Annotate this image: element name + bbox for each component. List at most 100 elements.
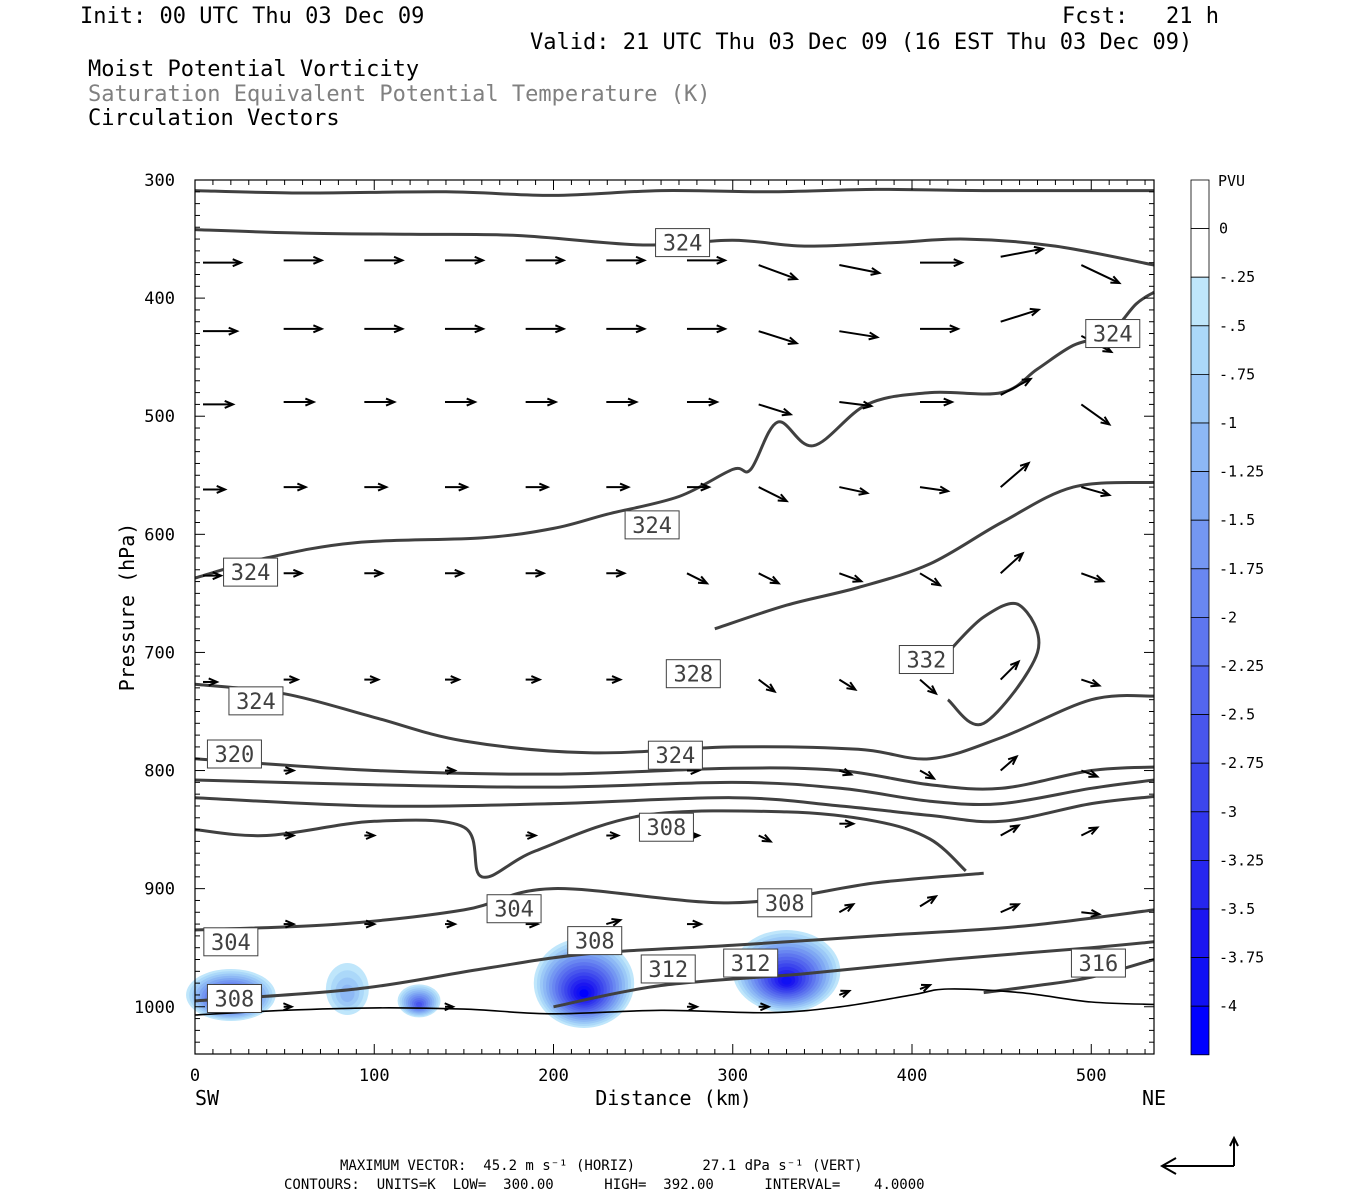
vector-50 — [364, 568, 385, 578]
vector-78 — [283, 831, 297, 840]
vector-24 — [203, 399, 236, 409]
vector-33 — [920, 397, 955, 407]
vector-16 — [525, 324, 567, 334]
vector-shaft — [839, 330, 878, 339]
colorbar-label: 0 — [1219, 220, 1228, 238]
vector-70 — [1081, 678, 1102, 688]
vector-13 — [283, 324, 325, 334]
vector-10 — [1000, 245, 1046, 258]
colorbar-cell-7 — [1190, 519, 1210, 570]
vector-shaft — [1000, 903, 1020, 914]
pv-blob-1-level-3 — [340, 984, 355, 1003]
contour-label-box — [655, 228, 711, 258]
contour-label-text: 320 — [215, 743, 255, 768]
vector-head — [611, 917, 623, 927]
vector-37 — [283, 482, 309, 492]
theta-e-contour-300-0 — [194, 187, 1155, 197]
contour-label-text: 308 — [647, 816, 687, 841]
vector-64 — [525, 675, 543, 685]
vector-head — [787, 336, 800, 346]
x-end-label-right: NE — [1142, 1086, 1166, 1110]
vector-head — [1088, 769, 1100, 778]
contour-label-box — [486, 894, 542, 924]
vector-shaft — [686, 572, 708, 585]
vector-head — [842, 767, 854, 777]
vector-head — [474, 255, 486, 265]
contour-label-9: 308 — [638, 812, 694, 842]
contour-label-0: 324 — [655, 228, 711, 258]
vector-98 — [444, 1002, 456, 1012]
contour-label-text: 332 — [906, 649, 946, 674]
vector-27 — [444, 397, 478, 407]
vector-shaft — [758, 330, 797, 345]
contour-label-text: 324 — [1093, 323, 1133, 348]
vector-head — [852, 574, 864, 583]
y-tick-label: 400 — [144, 289, 175, 309]
vector-head — [444, 1002, 456, 1012]
colorbar-label: -.25 — [1219, 268, 1255, 286]
colorbar-label: -2.25 — [1219, 657, 1264, 675]
vector-head — [474, 324, 486, 334]
vector-32 — [839, 400, 874, 410]
vector-0 — [203, 258, 244, 268]
contour-label-text: 312 — [648, 958, 688, 983]
vector-shaft — [1000, 247, 1043, 258]
vector-shaft — [1081, 678, 1100, 687]
vector-5 — [606, 255, 647, 265]
vector-head — [716, 255, 728, 265]
vector-83 — [758, 834, 773, 843]
vector-66 — [758, 678, 777, 694]
vector-shaft — [919, 572, 941, 587]
colorbar-cell-10 — [1190, 665, 1210, 715]
vector-shaft — [1080, 769, 1098, 778]
vector-17 — [606, 324, 647, 334]
colorbar-label: -1.75 — [1219, 560, 1264, 578]
vector-62 — [364, 675, 381, 685]
colorbar-cell-13 — [1190, 811, 1210, 861]
contour-label-text: 328 — [673, 663, 713, 688]
vector-head — [1021, 377, 1033, 387]
vector-81 — [606, 831, 621, 840]
contour-label-text: 324 — [236, 690, 276, 715]
vector-head — [312, 255, 325, 265]
contour-label-text: 316 — [1079, 952, 1119, 977]
colorbar-label: -3 — [1219, 803, 1237, 821]
contour-label-1: 324 — [1085, 319, 1141, 349]
vector-head — [216, 485, 228, 494]
vector-head — [466, 397, 478, 407]
colorbar-label: -3.25 — [1219, 851, 1264, 869]
vector-head — [930, 577, 943, 587]
colorbar-cell-11 — [1190, 714, 1210, 764]
vector-head — [927, 685, 938, 696]
vector-head — [1100, 416, 1112, 426]
vector-shaft — [1000, 378, 1032, 396]
contour-label-box — [638, 812, 694, 842]
vector-head — [232, 258, 244, 268]
vector-head — [1019, 461, 1031, 472]
vector-head — [1094, 574, 1106, 583]
vector-shaft — [839, 572, 862, 583]
contour-label-text: 308 — [765, 892, 805, 917]
vector-shaft — [1081, 486, 1110, 497]
circulation-vectors — [203, 245, 1122, 1012]
vector-shaft — [758, 264, 798, 280]
colorbar-cell-12 — [1190, 762, 1210, 813]
x-tick-label: 0 — [190, 1066, 200, 1086]
vector-57 — [919, 572, 943, 587]
contour-label-box — [228, 686, 284, 716]
vector-head — [765, 683, 777, 694]
vector-head — [939, 485, 951, 495]
vector-head — [1029, 307, 1042, 317]
theta-e-contour-308-7 — [194, 809, 967, 879]
colorbar-unit: PVU — [1218, 172, 1245, 190]
theta-e-contour-320-4 — [194, 757, 1155, 791]
contour-label-7: 324 — [647, 740, 703, 770]
colorbar-cell-4 — [1190, 373, 1210, 424]
vector-80 — [525, 831, 539, 840]
vector-12 — [203, 326, 240, 336]
vector-head — [953, 258, 965, 268]
theta-e-contour-312-10 — [553, 940, 1155, 1009]
vector-7 — [758, 264, 800, 281]
vector-shaft — [1000, 552, 1024, 575]
